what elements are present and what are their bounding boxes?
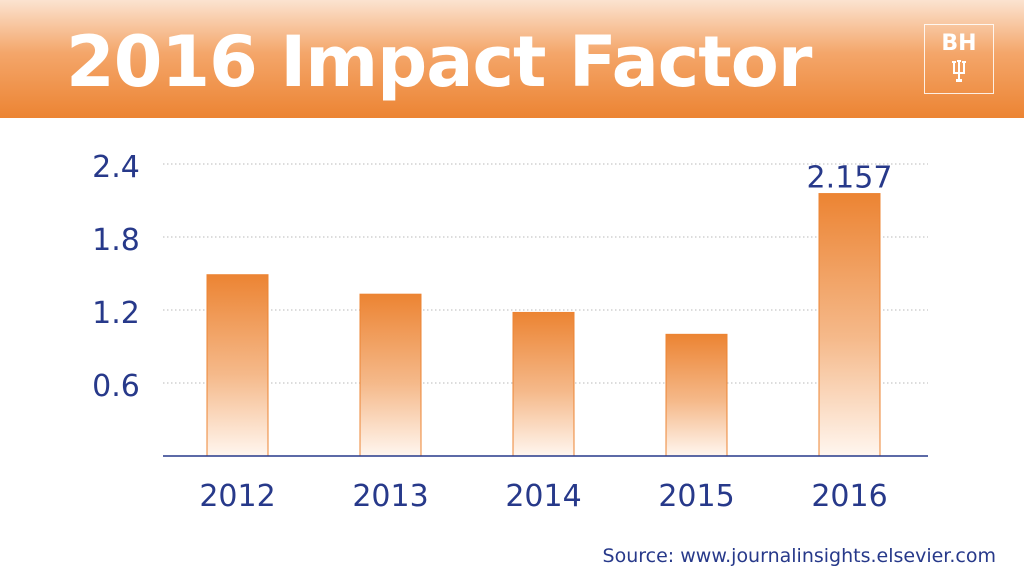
data-label: 2.157 <box>807 161 893 196</box>
y-tick-label: 0.6 <box>92 369 140 404</box>
page-title: 2016 Impact Factor <box>66 21 812 103</box>
source-note: Source: www.journalinsights.elsevier.com <box>602 545 996 567</box>
bar-chart: 0.6 1.2 1.8 2.4 2012 2013 2014 2015 2016 2.157 <box>92 150 928 514</box>
labels: 0.6 1.2 1.8 2.4 2012 2013 2014 2015 2016 2.157 <box>92 150 892 514</box>
trident-icon <box>952 60 966 82</box>
bh-logo: BH <box>924 24 994 94</box>
bar-2014 <box>512 311 575 457</box>
bar-2013 <box>359 293 422 457</box>
x-tick-label: 2015 <box>658 479 734 514</box>
y-tick-label: 2.4 <box>92 150 140 185</box>
x-tick-label: 2012 <box>199 479 275 514</box>
y-tick-label: 1.8 <box>92 223 140 258</box>
x-tick-label: 2013 <box>352 479 428 514</box>
x-tick-label: 2016 <box>811 479 887 514</box>
logo-text: BH <box>941 31 977 56</box>
header-banner: 2016 Impact Factor BH <box>0 0 1024 118</box>
y-tick-label: 1.2 <box>92 296 140 331</box>
bar-2012 <box>206 274 269 457</box>
x-tick-label: 2014 <box>505 479 581 514</box>
bar-2015 <box>665 333 728 457</box>
gridlines <box>163 163 928 384</box>
bars <box>206 193 881 457</box>
bar-2016 <box>818 193 881 457</box>
